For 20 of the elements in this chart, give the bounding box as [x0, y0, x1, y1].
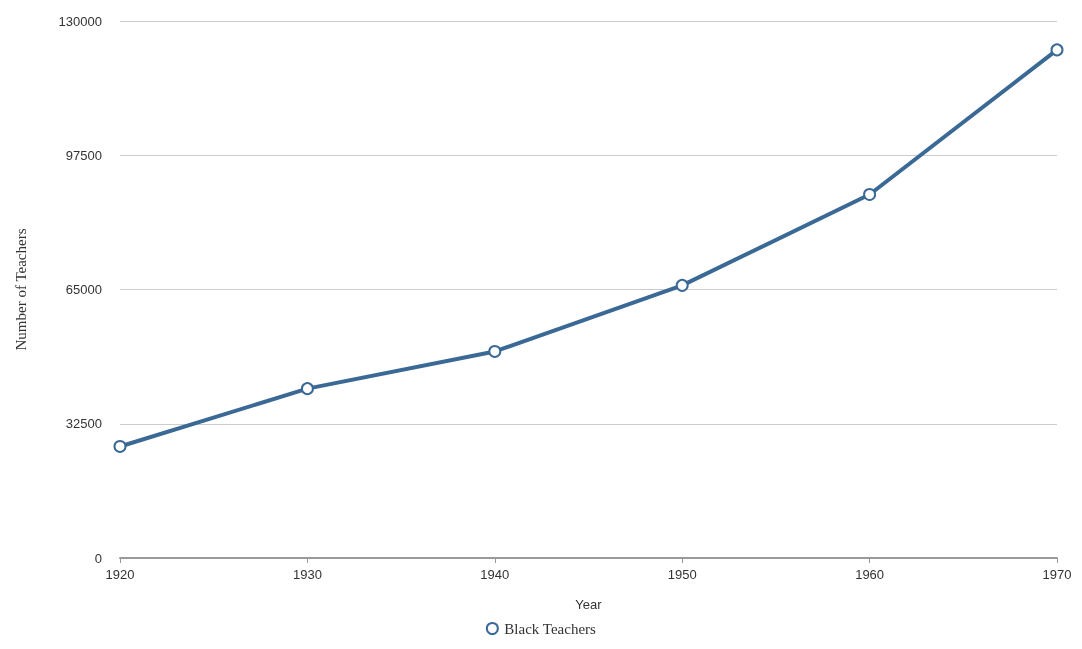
x-tick-label: 1930	[292, 567, 322, 582]
point	[675, 278, 689, 292]
point	[863, 187, 877, 201]
x-axis-title: Year	[575, 597, 603, 612]
x-tick-label: 1920	[105, 567, 135, 582]
point	[113, 439, 127, 453]
x-tick-label: 1960	[855, 567, 885, 582]
x-tick-label: 1940	[480, 567, 510, 582]
legend-label: Black Teachers	[504, 620, 597, 637]
y-axis-title: Number of Teachers	[12, 228, 29, 351]
point	[300, 382, 314, 396]
y-tick-label: 32500	[65, 416, 102, 432]
y-tick-label: 130000	[58, 13, 102, 29]
y-tick-label: 97500	[65, 147, 102, 163]
y-tick-label: 0	[94, 550, 102, 566]
x-tick-label: 1970	[1042, 567, 1072, 582]
y-tick-label: 65000	[65, 282, 102, 297]
point	[488, 344, 502, 358]
x-tick-label: 1950	[667, 567, 697, 582]
point	[1050, 43, 1064, 57]
